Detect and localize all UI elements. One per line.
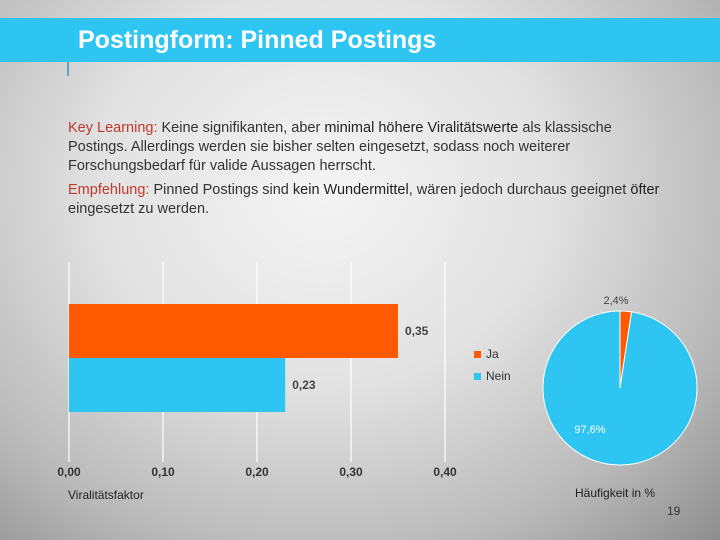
recommendation-text-2: , wären jedoch durchaus geeignet: [408, 182, 631, 198]
legend-swatch-nein: [474, 373, 481, 380]
recommendation-label: Empfehlung:: [68, 182, 150, 198]
recommendation-emphasis-2: öfter: [630, 182, 660, 198]
pie-slice-nein: [542, 310, 698, 466]
recommendation-paragraph: Empfehlung: Pinned Postings sind kein Wu…: [68, 181, 668, 219]
key-learning-label: Key Learning:: [68, 120, 158, 136]
pie-label-ja: 2,4%: [603, 295, 628, 307]
bar-chart: 0,00 0,10 0,20 0,30 0,40 0,35 0,23: [57, 262, 457, 479]
bar-ja: [69, 304, 398, 358]
legend-label-nein: Nein: [486, 369, 511, 383]
x-tick-label: 0,00: [57, 465, 81, 479]
recommendation-emphasis-1: kein Wundermittel: [292, 182, 409, 198]
x-tick-label: 0,40: [433, 465, 457, 479]
title-bar: Postingform: Pinned Postings: [0, 18, 720, 62]
key-learning-text-1: Keine signifikanten, aber: [157, 120, 325, 136]
legend-label-ja: Ja: [486, 347, 499, 361]
x-tick-label: 0,10: [151, 465, 175, 479]
x-tick-label: 0,20: [245, 465, 269, 479]
recommendation-text-1: Pinned Postings sind: [149, 182, 293, 198]
bar-value-label: 0,23: [292, 378, 316, 392]
bar-nein: [69, 358, 286, 412]
page-number: 19: [667, 504, 681, 518]
bar-value-label: 0,35: [405, 324, 429, 338]
key-learning-paragraph: Key Learning: Keine signifikanten, aber …: [68, 119, 668, 176]
key-learning-text-2: als klassische Postings. Allerdings werd…: [68, 120, 612, 174]
x-tick-label: 0,30: [339, 465, 363, 479]
key-learning-emphasis: minimal höhere Viralitätswerte: [324, 120, 519, 136]
pie-label-nein: 97,6%: [574, 424, 605, 436]
legend-swatch-ja: [474, 351, 481, 358]
pie-caption: Häufigkeit in %: [575, 486, 656, 500]
recommendation-text-3: eingesetzt zu werden.: [68, 201, 210, 217]
slide-title: Postingform: Pinned Postings: [78, 26, 437, 54]
pie-chart: 2,4% 97,6% Ja Nein: [474, 295, 698, 466]
title-accent-line: [67, 62, 69, 76]
x-axis-label: Viralitätsfaktor: [68, 488, 144, 502]
